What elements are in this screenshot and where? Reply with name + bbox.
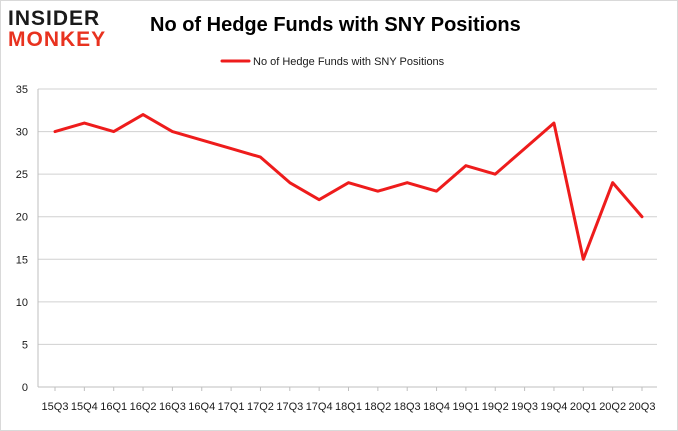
x-tick-label-19Q3: 19Q3 xyxy=(511,401,538,413)
x-tick-label-20Q1: 20Q1 xyxy=(570,401,597,413)
x-tick-label-17Q2: 17Q2 xyxy=(247,401,274,413)
x-tick-label-16Q4: 16Q4 xyxy=(188,401,215,413)
data-point-20Q1 xyxy=(582,258,584,260)
insider-monkey-logo: INSIDER MONKEY xyxy=(8,8,128,54)
data-point-20Q3 xyxy=(641,216,643,218)
data-point-19Q1 xyxy=(465,165,467,167)
y-tick-label-25: 25 xyxy=(16,169,28,181)
x-tick-label-20Q3: 20Q3 xyxy=(629,401,656,413)
data-point-17Q3 xyxy=(289,182,291,184)
x-tick-label-15Q3: 15Q3 xyxy=(42,401,69,413)
data-point-16Q2 xyxy=(142,114,144,116)
x-tick-label-18Q3: 18Q3 xyxy=(394,401,421,413)
data-point-16Q3 xyxy=(171,131,173,133)
data-point-20Q2 xyxy=(612,182,614,184)
data-point-19Q4 xyxy=(553,122,555,124)
x-tick-label-18Q4: 18Q4 xyxy=(423,401,450,413)
data-point-16Q4 xyxy=(201,139,203,141)
y-tick-label-20: 20 xyxy=(16,212,28,224)
logo-line-1: INSIDER xyxy=(8,7,101,30)
series-line-0 xyxy=(53,113,644,261)
y-tick-label-10: 10 xyxy=(16,297,28,309)
data-point-19Q3 xyxy=(524,148,526,150)
data-point-18Q1 xyxy=(348,182,349,184)
data-point-17Q2 xyxy=(259,156,261,158)
data-point-18Q2 xyxy=(377,190,379,192)
data-point-17Q4 xyxy=(318,199,320,201)
data-point-16Q1 xyxy=(113,131,115,133)
x-tick-label-19Q4: 19Q4 xyxy=(540,401,567,413)
x-tick-label-17Q1: 17Q1 xyxy=(218,401,245,413)
x-tick-label-17Q4: 17Q4 xyxy=(306,401,333,413)
x-tick-label-18Q2: 18Q2 xyxy=(364,401,391,413)
y-tick-label-15: 15 xyxy=(16,254,28,266)
x-tick-label-16Q3: 16Q3 xyxy=(159,401,186,413)
data-point-17Q1 xyxy=(230,148,232,150)
data-point-18Q3 xyxy=(406,182,408,184)
legend-label: No of Hedge Funds with SNY Positions xyxy=(253,56,445,68)
y-tick-label-35: 35 xyxy=(16,84,28,96)
x-tick-label-19Q2: 19Q2 xyxy=(482,401,509,413)
x-tick-label-16Q1: 16Q1 xyxy=(100,401,127,413)
x-tick-label-15Q4: 15Q4 xyxy=(71,401,98,413)
chart-title: No of Hedge Funds with SNY Positions xyxy=(150,14,521,36)
x-tick-label-17Q3: 17Q3 xyxy=(276,401,303,413)
data-point-15Q4 xyxy=(83,122,85,124)
data-point-19Q2 xyxy=(494,173,496,175)
data-point-18Q4 xyxy=(436,190,438,192)
x-tick-label-18Q1: 18Q1 xyxy=(335,401,362,413)
x-tick-label-20Q2: 20Q2 xyxy=(599,401,626,413)
logo-line-2: MONKEY xyxy=(8,28,107,51)
y-tick-label-30: 30 xyxy=(16,127,28,139)
data-point-15Q3 xyxy=(54,131,56,133)
y-tick-label-0: 0 xyxy=(22,382,28,394)
x-tick-label-19Q1: 19Q1 xyxy=(452,401,479,413)
y-tick-label-5: 5 xyxy=(22,339,28,351)
x-tick-label-16Q2: 16Q2 xyxy=(130,401,157,413)
